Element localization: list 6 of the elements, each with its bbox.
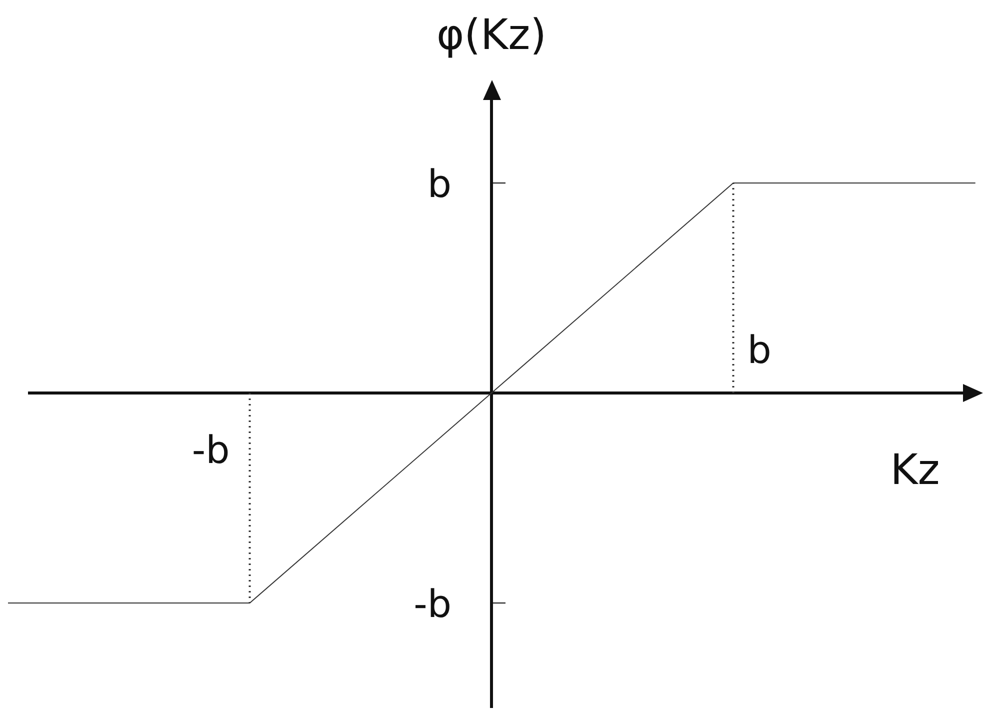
annotation: -b xyxy=(192,428,230,472)
annotation: -b xyxy=(414,582,452,626)
y-axis-title: φ(Kz) xyxy=(436,10,547,59)
annotation: b xyxy=(747,328,772,372)
x-axis-title: Kz xyxy=(890,444,940,494)
annotation: b xyxy=(427,162,452,206)
